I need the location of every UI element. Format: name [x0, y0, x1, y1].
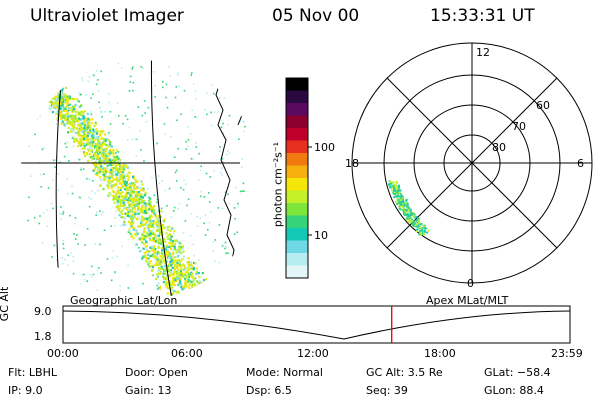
geographic-image [20, 60, 246, 300]
xtick-00: 00:00 [47, 347, 79, 360]
polar-plot [351, 42, 593, 284]
lat-label-70: 70 [512, 120, 526, 133]
meridian-2 [150, 60, 173, 300]
mlt-label-12: 12 [476, 46, 490, 59]
colorbar [285, 77, 312, 279]
geographic-label: Geographic Lat/Lon [70, 294, 178, 307]
date-label: 05 Nov 00 [272, 6, 360, 26]
info-seq: Seq: 39 [366, 384, 408, 397]
colorbar-tick-100: 100 [314, 141, 335, 154]
info-dsp: Dsp: 6.5 [246, 384, 292, 397]
magnetic-label: Apex MLat/MLT [426, 294, 509, 307]
ytick-1-8: 1.8 [34, 330, 52, 343]
ytick-9: 9.0 [34, 305, 52, 318]
gc-alt-axis-label: GC Alt [0, 286, 11, 322]
lat-label-60: 60 [536, 99, 550, 112]
instrument-title: Ultraviolet Imager [30, 6, 184, 26]
info-door: Door: Open [125, 366, 188, 379]
info-glat: GLat: −58.4 [484, 366, 551, 379]
info-flt: Flt: LBHL [8, 366, 57, 379]
timeline-plot [62, 305, 571, 344]
time-label: 15:33:31 UT [430, 6, 535, 26]
xtick-12: 12:00 [297, 347, 329, 360]
meridian-1 [55, 60, 67, 300]
xtick-2359: 23:59 [551, 347, 583, 360]
info-gain: Gain: 13 [125, 384, 172, 397]
info-ip: IP: 9.0 [8, 384, 43, 397]
colorbar-tick-10: 10 [314, 229, 328, 242]
mlt-label-0: 0 [467, 277, 474, 290]
xtick-18: 18:00 [424, 347, 456, 360]
lat-label-80: 80 [492, 141, 506, 154]
xtick-06: 06:00 [171, 347, 203, 360]
info-mode: Mode: Normal [246, 366, 323, 379]
mlt-label-18: 18 [345, 157, 359, 170]
colorbar-unit-label: photon cm⁻²s⁻¹ [271, 141, 285, 228]
info-glon: GLon: 88.4 [484, 384, 544, 397]
aurora-oval-magnetic [388, 180, 430, 236]
info-gcalt: GC Alt: 3.5 Re [366, 366, 443, 379]
altitude-curve [62, 310, 571, 340]
mlt-label-6: 6 [577, 157, 584, 170]
coastline-2 [237, 69, 245, 126]
